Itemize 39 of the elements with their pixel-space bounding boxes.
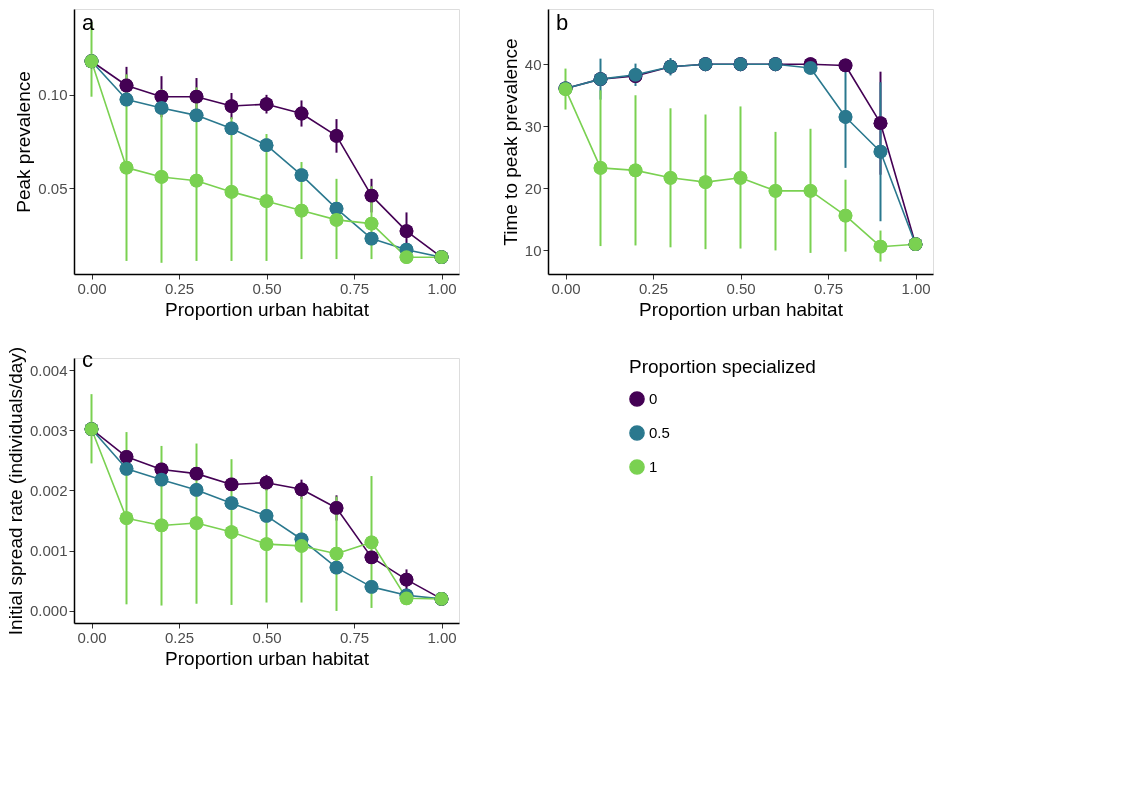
x-axis-title: Proportion urban habitat: [639, 298, 844, 320]
x-tick-label: 0.00: [77, 628, 107, 646]
y-tick-label: 0.10: [38, 86, 68, 104]
x-tick-label: 0.00: [77, 279, 107, 297]
x-tick-label: 1.00: [901, 279, 931, 297]
y-tick-label: 30: [524, 117, 542, 135]
chart-title: b: [556, 10, 569, 35]
y-tick-label: 40: [524, 55, 542, 73]
y-tick-label: 10: [524, 241, 542, 259]
y-axis-title: Peak prevalence: [13, 71, 35, 213]
y-tick-label: 0.001: [29, 542, 68, 560]
x-tick-label: 1.00: [427, 628, 457, 646]
x-tick-label: 0.75: [339, 628, 370, 646]
legend-label: 0.5: [649, 424, 670, 441]
x-tick-label: 0.25: [638, 279, 669, 297]
chart-title: c: [82, 347, 93, 373]
legend-label: 1: [649, 458, 658, 475]
y-tick-label: 0.003: [29, 421, 68, 439]
x-tick-label: 0.50: [252, 279, 282, 297]
x-tick-label: 0.75: [339, 279, 370, 297]
y-tick-label: 0.000: [29, 602, 68, 620]
chart-title: a: [82, 10, 95, 35]
x-tick-label: 0.75: [813, 279, 844, 297]
y-axis-title: Initial spread rate (individuals/day): [4, 346, 26, 636]
y-axis-title: Time to peak prevalence: [499, 38, 521, 246]
x-tick-label: 1.00: [427, 279, 457, 297]
x-tick-label: 0.00: [551, 279, 581, 297]
y-tick-label: 0.05: [38, 179, 68, 197]
x-tick-label: 0.50: [252, 628, 282, 646]
y-tick-label: 0.002: [29, 482, 68, 499]
x-tick-label: 0.25: [164, 628, 195, 646]
x-axis-title: Proportion urban habitat: [165, 298, 370, 320]
y-tick-label: 0.004: [29, 361, 68, 379]
x-axis-title: Proportion urban habitat: [165, 647, 370, 669]
y-tick-label: 20: [524, 179, 542, 197]
x-tick-label: 0.25: [164, 279, 195, 297]
legend-title: Proportion specialized: [629, 356, 816, 377]
x-tick-label: 0.50: [726, 279, 756, 297]
legend-label: 0: [649, 390, 658, 407]
